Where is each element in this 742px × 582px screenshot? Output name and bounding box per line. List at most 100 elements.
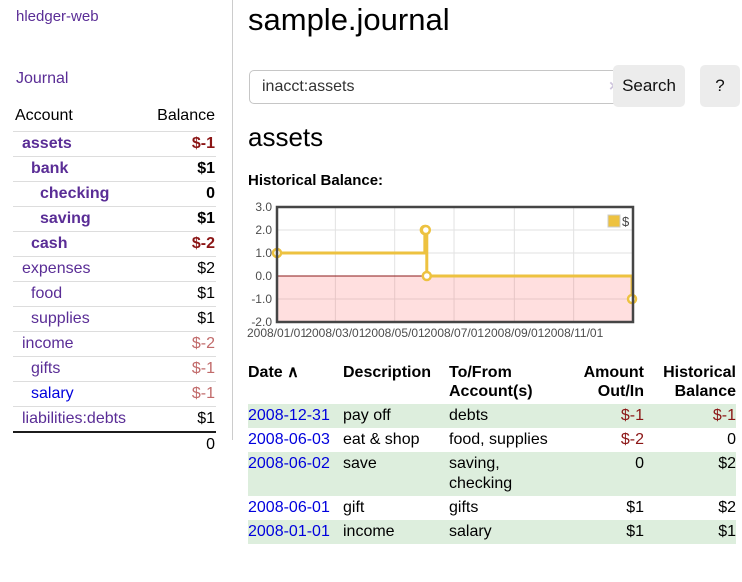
register-table: Date ∧ Description To/From Account(s) Am… bbox=[248, 361, 736, 544]
transaction-accounts: salary bbox=[449, 523, 492, 540]
sidebar-item-journal[interactable]: Journal bbox=[16, 70, 69, 87]
transaction-date-link[interactable]: 2008-06-03 bbox=[248, 431, 330, 448]
account-balance: 0 bbox=[144, 181, 216, 207]
account-row: gifts $-1 bbox=[13, 356, 216, 382]
y-tick-label: 2.0 bbox=[255, 223, 272, 237]
account-row: salary $-1 bbox=[13, 381, 216, 407]
account-row: supplies $1 bbox=[13, 306, 216, 332]
account-link[interactable]: salary bbox=[31, 385, 74, 402]
account-link[interactable]: supplies bbox=[31, 310, 90, 327]
y-tick-label: 3.0 bbox=[255, 200, 272, 214]
account-balance: $1 bbox=[144, 206, 216, 232]
account-link[interactable]: bank bbox=[31, 160, 69, 177]
transaction-accounts: food, supplies bbox=[449, 431, 548, 448]
legend-label: $ bbox=[622, 214, 630, 229]
account-link[interactable]: checking bbox=[40, 185, 110, 202]
register-row: 2008-06-03 eat & shop food, supplies $-2 0 bbox=[248, 428, 736, 452]
transaction-description: gift bbox=[343, 499, 365, 516]
account-row: saving $1 bbox=[13, 206, 216, 232]
transaction-amount: $1 bbox=[626, 523, 644, 540]
register-header-balance: Historical Balance bbox=[663, 364, 736, 400]
chart-svg: $3.0 2.0 1.0 0.0 -1.0 -2.02008/01/012008/03/0… bbox=[247, 200, 638, 340]
transaction-date-link[interactable]: 2008-12-31 bbox=[248, 407, 330, 424]
transaction-balance: $-1 bbox=[712, 407, 736, 424]
accounts-total-value: 0 bbox=[144, 431, 216, 457]
main-content: sample.journal × Search ? assets Histori… bbox=[247, 0, 742, 582]
account-link[interactable]: liabilities:debts bbox=[22, 410, 127, 427]
transaction-date-link[interactable]: 2008-06-01 bbox=[248, 499, 330, 516]
register-header-row: Date ∧ Description To/From Account(s) Am… bbox=[248, 361, 736, 404]
account-heading: assets bbox=[248, 122, 324, 152]
x-tick-label: 2008/07/01 bbox=[424, 326, 484, 340]
historical-balance-chart: $3.0 2.0 1.0 0.0 -1.0 -2.0 2008/01/01 2008/03/0… bbox=[245, 200, 742, 342]
account-row: checking 0 bbox=[13, 181, 216, 207]
sidebar: hledger-web Journal Account Balance asse… bbox=[0, 0, 232, 582]
register-row: 2008-06-01 gift gifts $1 $2 bbox=[248, 496, 736, 520]
register-header-description: Description bbox=[343, 364, 432, 381]
accounts-total-spacer bbox=[13, 431, 145, 457]
account-balance: $1 bbox=[144, 156, 216, 182]
x-tick-label: 2008/01/01 bbox=[247, 326, 307, 340]
transaction-accounts: saving, checking bbox=[449, 455, 513, 492]
y-tick-label: 1.0 bbox=[255, 246, 272, 260]
negative-region bbox=[277, 276, 633, 322]
account-balance: $-1 bbox=[144, 131, 216, 157]
register-row: 2008-01-01 income salary $1 $1 bbox=[248, 520, 736, 544]
account-row: liabilities:debts $1 bbox=[13, 406, 216, 432]
account-link[interactable]: saving bbox=[40, 210, 91, 227]
chart-title: Historical Balance: bbox=[248, 172, 384, 189]
transaction-amount: $-2 bbox=[620, 431, 644, 448]
account-link[interactable]: gifts bbox=[31, 360, 61, 377]
register-row: 2008-12-31 pay off debts $-1 $-1 bbox=[248, 404, 736, 428]
account-row: cash $-2 bbox=[13, 231, 216, 257]
app-title-link[interactable]: hledger-web bbox=[16, 8, 99, 25]
search-button[interactable]: Search bbox=[613, 65, 685, 107]
account-link[interactable]: assets bbox=[22, 135, 72, 152]
accounts-table: Account Balance assets $-1 bank $1 checking 0… bbox=[13, 104, 216, 457]
account-row: bank $1 bbox=[13, 156, 216, 182]
x-tick-label: 2008/11/01 bbox=[544, 326, 603, 340]
accounts-header-balance: Balance bbox=[157, 107, 215, 124]
accounts-header-account: Account bbox=[15, 107, 73, 124]
transaction-date-link[interactable]: 2008-01-01 bbox=[248, 523, 330, 540]
account-link[interactable]: food bbox=[31, 285, 63, 302]
y-tick-label: -1.0 bbox=[251, 292, 272, 306]
account-balance: $-1 bbox=[144, 381, 216, 407]
transaction-date-link[interactable]: 2008-06-02 bbox=[248, 455, 330, 472]
data-point bbox=[420, 224, 432, 236]
y-tick-label: -2.0 bbox=[251, 315, 272, 329]
account-balance: $-2 bbox=[144, 331, 216, 357]
help-button[interactable]: ? bbox=[700, 65, 740, 107]
x-tick-label: 2008/09/01 bbox=[484, 326, 544, 340]
transaction-amount: $1 bbox=[626, 499, 644, 516]
account-balance: $2 bbox=[144, 256, 216, 282]
transaction-description: save bbox=[343, 455, 377, 472]
transaction-balance: $2 bbox=[718, 499, 736, 516]
account-link[interactable]: income bbox=[22, 335, 74, 352]
account-link[interactable]: expenses bbox=[22, 260, 91, 277]
accounts-header-row: Account Balance bbox=[13, 104, 216, 132]
sort-asc-icon: ∧ bbox=[287, 364, 299, 381]
account-row: income $-2 bbox=[13, 331, 216, 357]
y-tick-label: 0.0 bbox=[255, 269, 272, 283]
transaction-description: pay off bbox=[343, 407, 391, 424]
register-row: 2008-06-02 save saving, checking 0 $2 bbox=[248, 452, 736, 496]
transaction-amount: 0 bbox=[635, 455, 644, 472]
account-row: expenses $2 bbox=[13, 256, 216, 282]
account-balance: $-2 bbox=[144, 231, 216, 257]
account-link[interactable]: cash bbox=[31, 235, 68, 252]
account-balance: $1 bbox=[144, 406, 216, 432]
transaction-accounts: gifts bbox=[449, 499, 479, 516]
transaction-description: eat & shop bbox=[343, 431, 420, 448]
x-tick-label: 2008/05/01 bbox=[365, 326, 425, 340]
register-header-amount: Amount Out/In bbox=[583, 364, 644, 400]
transaction-balance: $1 bbox=[718, 523, 736, 540]
register-header-date: Date ∧ bbox=[248, 364, 299, 381]
search-input[interactable] bbox=[249, 70, 629, 104]
account-row: food $1 bbox=[13, 281, 216, 307]
account-balance: $-1 bbox=[144, 356, 216, 382]
account-balance: $1 bbox=[144, 281, 216, 307]
register-header-account: To/From Account(s) bbox=[449, 364, 533, 400]
account-row: assets $-1 bbox=[13, 131, 216, 157]
transaction-amount: $-1 bbox=[620, 407, 644, 424]
